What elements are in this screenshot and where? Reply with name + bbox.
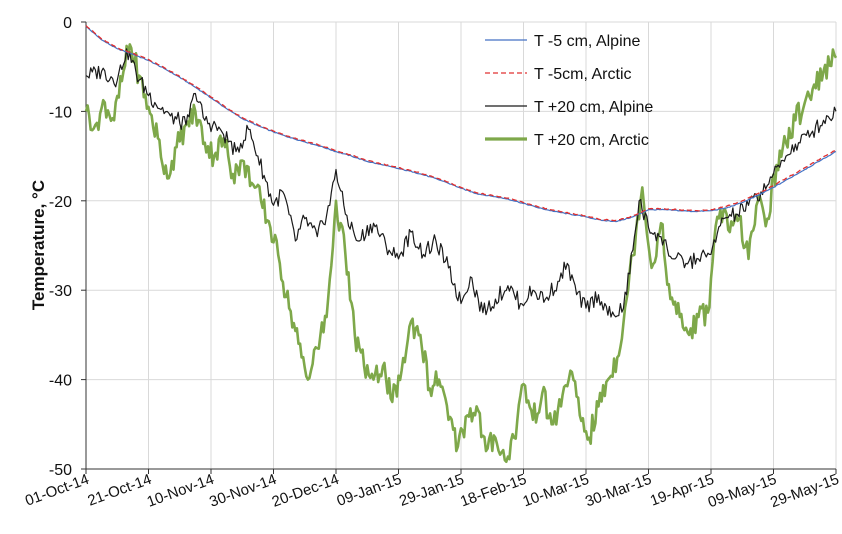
legend-label-1: T -5cm, Arctic — [534, 66, 632, 83]
x-tick-label: 09-Jan-15 — [335, 471, 404, 510]
legend: T -5 cm, Alpine T -5cm, Arctic T +20 cm, A… — [485, 33, 653, 149]
x-tick-label: 29-Jan-15 — [397, 471, 466, 510]
series-line-3 — [84, 43, 838, 464]
y-tick-label: -50 — [49, 462, 72, 479]
series-line-2 — [85, 48, 837, 318]
y-tick-label: 0 — [63, 15, 72, 32]
x-tick-label: 20-Dec-14 — [270, 471, 342, 511]
y-tick-label: -40 — [49, 373, 72, 390]
x-tick-label: 29-May-15 — [768, 471, 841, 511]
legend-label-0: T -5 cm, Alpine — [534, 33, 641, 50]
y-tick-label: -10 — [49, 104, 72, 121]
x-tick-label: 10-Nov-14 — [145, 471, 217, 511]
legend-label-2: T +20 cm, Alpine — [534, 99, 653, 116]
y-tick-label: -20 — [49, 194, 72, 211]
x-tick-label: 30-Nov-14 — [207, 471, 279, 511]
x-tick-label: 19-Apr-15 — [648, 471, 716, 510]
axes — [81, 21, 837, 474]
series-line-1 — [85, 25, 837, 222]
x-tick-label: 21-Oct-14 — [85, 471, 153, 510]
series-line-0 — [85, 26, 837, 223]
series-lines — [84, 25, 838, 464]
x-tick-label: 30-Mar-15 — [583, 471, 654, 511]
y-axis-label: Temperature, °C — [29, 180, 48, 310]
y-tick-label: -30 — [49, 283, 72, 300]
x-tick-label: 10-Mar-15 — [521, 471, 592, 511]
legend-label-3: T +20 cm, Arctic — [534, 132, 649, 149]
x-tick-label: 09-May-15 — [706, 471, 779, 511]
x-tick-label: 18-Feb-15 — [458, 471, 529, 511]
